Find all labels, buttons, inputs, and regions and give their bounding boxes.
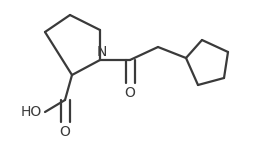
- Text: HO: HO: [20, 105, 42, 119]
- Text: O: O: [60, 125, 70, 139]
- Text: N: N: [97, 45, 107, 59]
- Text: O: O: [125, 86, 135, 100]
